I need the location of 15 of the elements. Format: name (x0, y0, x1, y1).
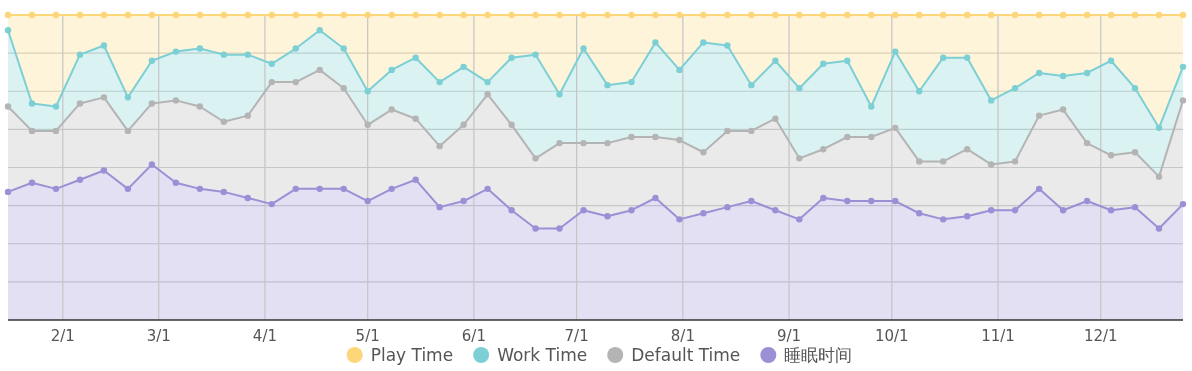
x-tick-label: 11/1 (981, 327, 1015, 345)
x-tick-label: 5/1 (355, 327, 380, 345)
x-tick-label: 4/1 (252, 327, 277, 345)
legend-label: Default Time (631, 345, 741, 365)
x-tick-label: 2/1 (50, 327, 75, 345)
legend-label: Work Time (497, 345, 588, 365)
x-tick-label: 8/1 (670, 327, 695, 345)
x-tick-label: 3/1 (146, 327, 171, 345)
legend-label: Play Time (370, 345, 454, 365)
x-tick-label: 12/1 (1083, 327, 1118, 345)
x-tick-label: 6/1 (461, 327, 486, 345)
x-tick-label: 10/1 (874, 327, 909, 345)
x-tick-label: 7/1 (564, 327, 589, 345)
x-tick-label: 9/1 (776, 327, 802, 345)
legend-label: 睡眠时间 (784, 345, 853, 365)
